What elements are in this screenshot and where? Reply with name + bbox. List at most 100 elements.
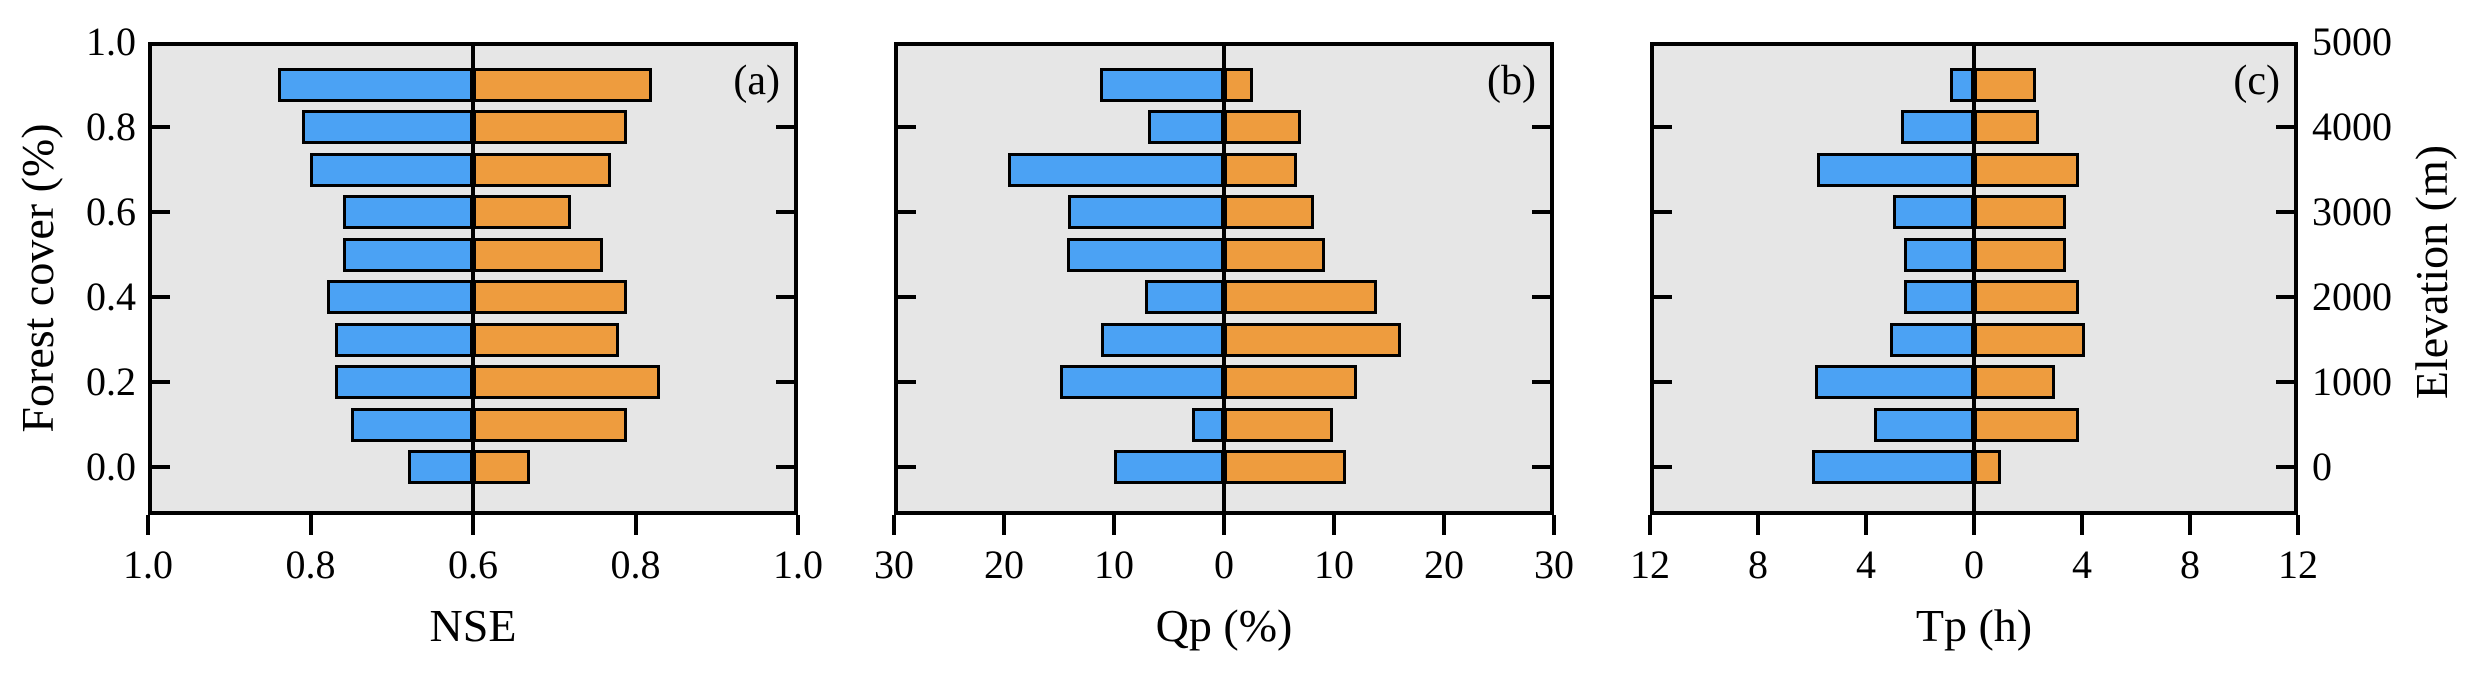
x-tick-label: 10 <box>1094 542 1134 587</box>
x-tick-label: 0.8 <box>285 542 336 587</box>
y-tick-mark <box>2276 295 2294 299</box>
bar-left-blue-row-0.1 <box>1874 407 1974 442</box>
panel-letter: (a) <box>733 58 780 104</box>
elevation-tick-label: 3000 <box>2312 189 2392 234</box>
y-tick-mark <box>2276 380 2294 384</box>
y-tick-mark <box>898 380 916 384</box>
bar-right-orange-row-0.8 <box>473 110 627 144</box>
x-tick-mark <box>2296 515 2300 535</box>
x-tick-label: 4 <box>1856 542 1876 587</box>
x-tick-label: 8 <box>2180 542 2200 587</box>
bar-right-orange-row-0.6 <box>1974 195 2066 229</box>
bar-right-orange-row-0.6 <box>1224 195 1314 229</box>
panel-letter: (c) <box>2233 58 2280 104</box>
y-tick-mark <box>776 380 794 384</box>
x-axis-title: Tp (h) <box>1915 600 2033 651</box>
x-tick-label: 1.0 <box>773 542 823 587</box>
bar-right-orange-row-0.5 <box>473 237 603 272</box>
bar-left-blue-row-0.2 <box>1815 365 1974 399</box>
y-tick-mark <box>2276 210 2294 214</box>
bar-right-orange-row-0.6 <box>473 195 571 229</box>
forest-cover-tick-label: 0.2 <box>86 359 136 404</box>
bar-right-orange-row-0.3 <box>1974 322 2085 357</box>
bar-left-blue-row-0.3 <box>335 322 473 357</box>
x-tick-label: 0.6 <box>448 542 498 587</box>
y-tick-mark <box>152 210 170 214</box>
x-tick-mark <box>892 515 896 535</box>
x-tick-label: 0.8 <box>610 542 661 587</box>
bar-right-orange-row-0.3 <box>473 322 619 357</box>
x-tick-label: 4 <box>2072 542 2092 587</box>
x-tick-label: 0 <box>1214 542 1234 587</box>
y-tick-mark <box>1532 210 1550 214</box>
bar-left-blue-row-0.4 <box>327 280 473 314</box>
forest-cover-tick-label: 0.6 <box>86 189 136 234</box>
bar-right-orange-row-0.5 <box>1224 237 1325 272</box>
x-tick-label: 12 <box>2278 542 2318 587</box>
bar-left-blue-row-0.5 <box>343 237 473 272</box>
bar-left-blue-row-0 <box>1114 450 1224 484</box>
bar-left-blue-row-0.1 <box>1192 407 1224 442</box>
bar-right-orange-row-0 <box>1224 450 1346 484</box>
x-tick-mark <box>471 515 475 535</box>
y-tick-mark <box>152 295 170 299</box>
y-tick-mark <box>152 465 170 469</box>
x-tick-label: 10 <box>1314 542 1354 587</box>
y-tick-mark <box>776 210 794 214</box>
bar-left-blue-row-0.9 <box>278 67 473 102</box>
y-tick-mark <box>898 210 916 214</box>
y-tick-mark <box>776 465 794 469</box>
x-tick-mark <box>1756 515 1760 535</box>
bar-left-blue-row-0.7 <box>1817 152 1974 187</box>
forest-cover-tick-label: 0.0 <box>86 444 136 489</box>
bar-right-orange-row-0.2 <box>1224 365 1357 399</box>
x-tick-mark <box>2188 515 2192 535</box>
bar-right-orange-row-0.2 <box>1974 365 2055 399</box>
bar-left-blue-row-0.7 <box>1008 152 1224 187</box>
bar-right-orange-row-0.4 <box>1974 280 2079 314</box>
y-tick-mark <box>1532 465 1550 469</box>
bar-right-orange-row-0.5 <box>1974 237 2066 272</box>
y-tick-mark <box>898 125 916 129</box>
y-tick-mark <box>1532 125 1550 129</box>
bar-right-orange-row-0.1 <box>473 407 627 442</box>
y-tick-mark <box>1654 380 1672 384</box>
bar-right-orange-row-0.7 <box>473 152 611 187</box>
x-tick-label: 20 <box>1424 542 1464 587</box>
y-tick-mark <box>776 125 794 129</box>
x-tick-label: 8 <box>1748 542 1768 587</box>
center-axis-line <box>1222 46 1226 511</box>
bar-left-blue-row-0.3 <box>1890 322 1974 357</box>
bar-right-orange-row-0.9 <box>1974 67 2036 102</box>
bar-right-orange-row-0 <box>1974 450 2001 484</box>
bar-right-orange-row-0.7 <box>1224 152 1297 187</box>
x-tick-label: 30 <box>1534 542 1574 587</box>
center-axis-line <box>1972 46 1976 511</box>
elevation-tick-label: 0 <box>2312 444 2332 489</box>
bar-left-blue-row-0.8 <box>1901 110 1974 144</box>
y-tick-mark <box>1654 210 1672 214</box>
bar-left-blue-row-0.6 <box>1893 195 1974 229</box>
y-tick-mark <box>2276 465 2294 469</box>
bar-left-blue-row-0.6 <box>343 195 473 229</box>
x-tick-mark <box>146 515 150 535</box>
elevation-tick-label: 5000 <box>2312 19 2392 64</box>
elevation-tick-label: 2000 <box>2312 274 2392 319</box>
bar-right-orange-row-0.8 <box>1974 110 2039 144</box>
x-tick-label: 20 <box>984 542 1024 587</box>
x-tick-label: 1.0 <box>123 542 173 587</box>
x-tick-label: 0 <box>1964 542 1984 587</box>
y-tick-mark <box>1654 125 1672 129</box>
y-tick-mark <box>776 295 794 299</box>
bar-left-blue-row-0.4 <box>1904 280 1974 314</box>
bar-right-orange-row-0.9 <box>473 67 652 102</box>
bar-right-orange-row-0.4 <box>1224 280 1377 314</box>
y-tick-mark <box>898 295 916 299</box>
bar-right-orange-row-0.4 <box>473 280 627 314</box>
bar-right-orange-row-0.7 <box>1974 152 2079 187</box>
x-tick-mark <box>1972 515 1976 535</box>
bar-left-blue-row-0.7 <box>310 152 473 187</box>
bar-left-blue-row-0.8 <box>302 110 473 144</box>
y-tick-mark <box>1532 295 1550 299</box>
